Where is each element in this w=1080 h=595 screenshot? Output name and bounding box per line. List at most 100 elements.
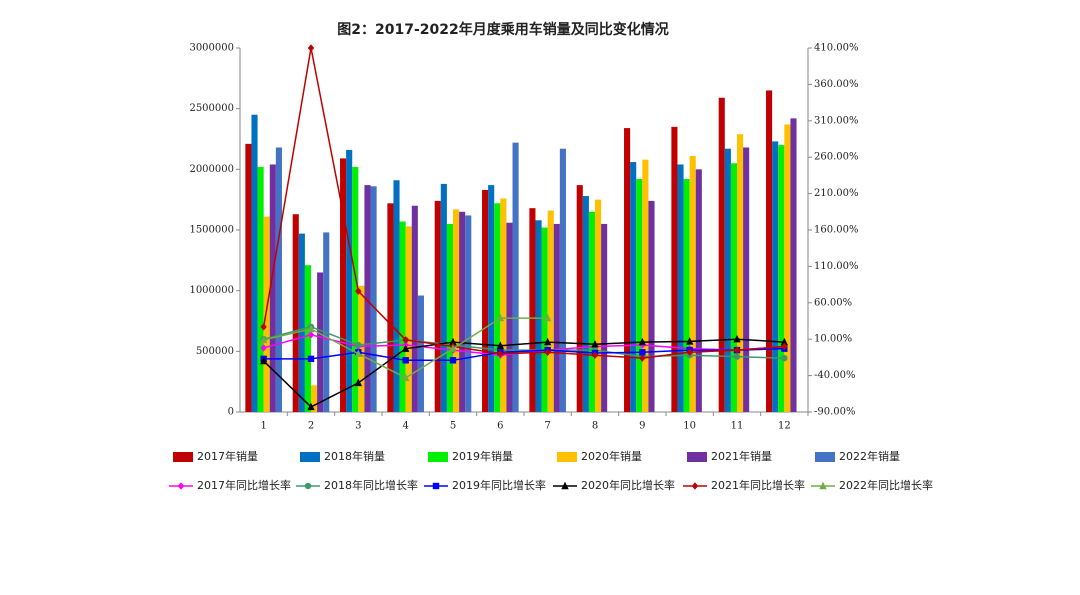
x-tick-label: 8 (592, 421, 598, 432)
x-tick-label: 9 (639, 421, 645, 432)
bar (411, 205, 418, 412)
chart-title: 图2：2017-2022年月度乘用车销量及同比变化情况 (337, 21, 668, 38)
bar (317, 272, 324, 412)
line-marker (354, 378, 363, 387)
bar (358, 285, 365, 412)
bar (683, 179, 690, 412)
bar (459, 211, 466, 412)
line-marker (591, 340, 599, 348)
y-tick-label: 1500000 (189, 225, 234, 236)
line (263, 347, 785, 362)
line-marker (543, 313, 552, 322)
line-marker (733, 353, 741, 360)
y2-tick-label: 260.00% (814, 152, 859, 163)
bar (304, 265, 311, 412)
line-marker (781, 342, 788, 351)
line-marker (449, 357, 457, 364)
bar (263, 216, 270, 412)
y2-tick-label: 410.00% (814, 43, 859, 54)
legend-swatch (428, 452, 448, 462)
y2-tick-label: 10.00% (814, 334, 852, 345)
bar (630, 162, 637, 412)
line-marker (496, 341, 505, 349)
legend-label: 2019年同比增长率 (452, 478, 546, 492)
line-marker (819, 481, 827, 490)
bar (292, 214, 299, 412)
bar (488, 185, 495, 412)
line-marker (780, 337, 789, 346)
y2-tick-label: 360.00% (814, 79, 859, 90)
y-tick-label: 2000000 (189, 164, 234, 175)
bar (434, 200, 441, 412)
line-marker (355, 341, 362, 349)
line-marker (177, 482, 185, 490)
line-marker (685, 337, 694, 345)
bar (323, 232, 330, 412)
bar (772, 141, 779, 412)
bar (588, 211, 595, 412)
bar (387, 203, 394, 412)
line-marker (307, 331, 315, 339)
line-marker (401, 373, 410, 381)
bar (370, 186, 377, 412)
line-marker (304, 482, 312, 490)
bar (671, 126, 678, 412)
bar (784, 124, 791, 412)
bar (636, 179, 643, 412)
y-tick-label: 500000 (196, 346, 234, 357)
bar (642, 159, 649, 412)
bar (251, 114, 258, 412)
bar (482, 189, 489, 412)
bar (364, 185, 371, 412)
bar (541, 227, 548, 412)
bar (730, 163, 737, 412)
legend-swatch (815, 452, 835, 462)
bar (352, 166, 359, 412)
bar (601, 223, 608, 412)
bar (500, 198, 507, 412)
x-tick-label: 11 (731, 421, 744, 432)
x-tick-label: 4 (402, 421, 408, 432)
y-tick-label: 1000000 (189, 285, 234, 296)
x-tick-label: 6 (497, 421, 503, 432)
bar (695, 169, 702, 412)
bar (257, 166, 264, 412)
line-marker (733, 335, 741, 343)
bar (648, 200, 655, 412)
line-marker (307, 355, 315, 363)
y2-tick-label: 110.00% (814, 261, 859, 272)
bar (535, 220, 542, 412)
bar (311, 385, 318, 412)
line-marker (355, 287, 362, 295)
y2-tick-label: 60.00% (814, 297, 852, 308)
x-tick-label: 12 (778, 421, 791, 432)
line-marker (307, 402, 315, 411)
bar (417, 295, 424, 412)
bar (559, 148, 566, 412)
line-marker (432, 482, 440, 490)
line-marker (402, 336, 409, 344)
bar (576, 185, 583, 412)
line-marker (401, 344, 410, 352)
bar (269, 164, 276, 412)
bar (465, 215, 472, 412)
line-marker (449, 337, 457, 346)
y-tick-label: 3000000 (189, 43, 234, 54)
x-tick-label: 7 (544, 421, 550, 432)
y-tick-label: 0 (228, 407, 234, 418)
legend-label: 2021年销量 (711, 449, 772, 463)
line-marker (354, 349, 363, 357)
legend-label: 2018年销量 (324, 449, 385, 463)
y2-tick-label: 210.00% (814, 188, 859, 199)
line (262, 47, 785, 359)
line-marker (561, 481, 569, 490)
line-marker (259, 356, 268, 365)
bar (393, 180, 400, 412)
bar (737, 134, 744, 412)
x-tick-label: 2 (308, 421, 314, 432)
legend-swatch (687, 452, 707, 462)
bar (624, 128, 631, 412)
legend-label: 2017年同比增长率 (197, 478, 291, 492)
line-marker (496, 313, 505, 322)
